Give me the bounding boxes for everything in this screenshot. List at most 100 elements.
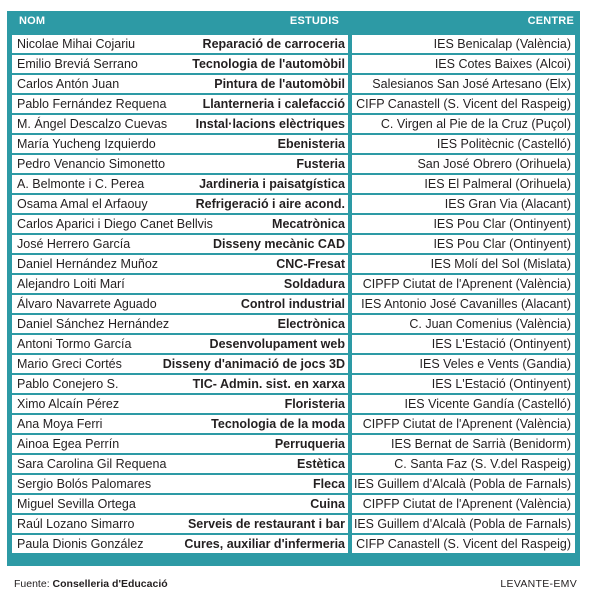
row-left-cell: María Yucheng Izquierdo Ebenisteria xyxy=(12,135,348,153)
table-row: Ainoa Egea Perrín Perruqueria IES Bernat d… xyxy=(12,434,575,454)
study-name: Estètica xyxy=(297,457,345,471)
row-left-cell: A. Belmonte i C. Perea Jardineria i paisa… xyxy=(12,175,348,193)
table-row: Daniel Sánchez Hernández Electrònica C. Ju… xyxy=(12,314,575,334)
source-label: Fuente: xyxy=(14,578,50,590)
student-name: Carlos Antón Juan xyxy=(17,77,120,91)
study-name: Fleca xyxy=(313,477,345,491)
row-left-cell: Daniel Sánchez Hernández Electrònica xyxy=(12,315,348,333)
row-left-cell: Sara Carolina Gil Requena Estètica xyxy=(12,455,348,473)
study-name: Refrigeració i aire acond. xyxy=(195,197,345,211)
centre-name: IES Veles e Vents (Gandia) xyxy=(419,357,571,371)
row-left-cell: Paula Dionis González Cures, auxiliar d'i… xyxy=(12,535,348,553)
row-right-cell: IES Antonio José Cavanilles (Alacant) xyxy=(352,295,575,313)
study-name: Cures, auxiliar d'infermeria xyxy=(184,537,345,551)
row-right-cell: CIPFP Ciutat de l'Aprenent (València) xyxy=(352,275,575,293)
table-row: Pablo Conejero S. TIC- Admin. sist. en xa… xyxy=(12,374,575,394)
row-right-cell: IES Pou Clar (Ontinyent) xyxy=(352,215,575,233)
student-name: Emilio Breviá Serrano xyxy=(17,57,138,71)
centre-name: C. Santa Faz (S. V.del Raspeig) xyxy=(394,457,571,471)
row-left-cell: Pablo Fernández Requena Llanterneria i ca… xyxy=(12,95,348,113)
student-name: Álvaro Navarrete Aguado xyxy=(17,297,157,311)
study-name: Ebenisteria xyxy=(277,137,345,151)
student-name: Daniel Sánchez Hernández xyxy=(17,317,170,331)
row-left-cell: Pablo Conejero S. TIC- Admin. sist. en xa… xyxy=(12,375,348,393)
row-left-cell: Emilio Breviá Serrano Tecnologia de l'aut… xyxy=(12,55,348,73)
centre-name: CIFP Canastell (S. Vicent del Raspeig) xyxy=(356,97,571,111)
footer: Fuente: Conselleria d'Educació LEVANTE-E… xyxy=(0,573,589,597)
row-left-cell: Antoni Tormo García Desenvolupament web xyxy=(12,335,348,353)
row-right-cell: IES Cotes Baixes (Alcoi) xyxy=(352,55,575,73)
centre-name: C. Juan Comenius (València) xyxy=(409,317,571,331)
table-row: Álvaro Navarrete Aguado Control industria… xyxy=(12,294,575,314)
student-name: Pablo Conejero S. xyxy=(17,377,119,391)
table-row: Antoni Tormo García Desenvolupament web IE… xyxy=(12,334,575,354)
study-name: Electrònica xyxy=(277,317,345,331)
study-name: Control industrial xyxy=(240,297,345,311)
row-right-cell: IES Politècnic (Castelló) xyxy=(352,135,575,153)
row-right-cell: C. Santa Faz (S. V.del Raspeig) xyxy=(352,455,575,473)
student-name: Mario Greci Cortés xyxy=(17,357,122,371)
centre-name: Salesianos San José Artesano (Elx) xyxy=(372,77,571,91)
row-right-cell: C. Juan Comenius (València) xyxy=(352,315,575,333)
row-right-cell: IES Gran Via (Alacant) xyxy=(352,195,575,213)
source-name: Conselleria d'Educació xyxy=(52,578,168,590)
centre-name: IES L'Estació (Ontinyent) xyxy=(431,377,571,391)
table-row: Ximo Alcaín Pérez Floristeria IES Vicente … xyxy=(12,394,575,414)
student-name: A. Belmonte i C. Perea xyxy=(17,177,145,191)
row-right-cell: Salesianos San José Artesano (Elx) xyxy=(352,75,575,93)
student-name: Alejandro Loiti Marí xyxy=(17,277,125,291)
row-right-cell: San José Obrero (Orihuela) xyxy=(352,155,575,173)
row-right-cell: IES Guillem d'Alcalà (Pobla de Farnals) xyxy=(352,475,575,493)
centre-name: San José Obrero (Orihuela) xyxy=(417,157,571,171)
centre-name: IES Benicalap (València) xyxy=(433,37,571,51)
student-name: Daniel Hernández Muñoz xyxy=(17,257,159,271)
table-row: Pedro Venancio Simonetto Fusteria San José… xyxy=(12,154,575,174)
centre-name: IES L'Estació (Ontinyent) xyxy=(431,337,571,351)
row-right-cell: C. Virgen al Pie de la Cruz (Puçol) xyxy=(352,115,575,133)
row-left-cell: Miguel Sevilla Ortega Cuina xyxy=(12,495,348,513)
study-name: Instal·lacions elèctriques xyxy=(195,117,345,131)
centre-name: IES Guillem d'Alcalà (Pobla de Farnals) xyxy=(353,517,571,531)
source-credit: Fuente: Conselleria d'Educació xyxy=(14,578,168,590)
centre-name: IES Bernat de Sarrià (Benidorm) xyxy=(391,437,571,451)
table-row: Raúl Lozano Simarro Serveis de restaurant… xyxy=(12,514,575,534)
table-row: Paula Dionis González Cures, auxiliar d'i… xyxy=(12,534,575,554)
row-right-cell: IES El Palmeral (Orihuela) xyxy=(352,175,575,193)
row-left-cell: Pedro Venancio Simonetto Fusteria xyxy=(12,155,348,173)
table-row: José Herrero García Disseny mecànic CAD IE… xyxy=(12,234,575,254)
table-row: Daniel Hernández Muñoz CNC-Fresat IES Molí… xyxy=(12,254,575,274)
centre-name: CIPFP Ciutat de l'Aprenent (València) xyxy=(362,417,571,431)
row-right-cell: IES Guillem d'Alcalà (Pobla de Farnals) xyxy=(352,515,575,533)
study-name: Disseny d'animació de jocs 3D xyxy=(162,357,345,371)
row-right-cell: IES Bernat de Sarrià (Benidorm) xyxy=(352,435,575,453)
table-row: A. Belmonte i C. Perea Jardineria i paisa… xyxy=(12,174,575,194)
table-row: Pablo Fernández Requena Llanterneria i ca… xyxy=(12,94,575,114)
row-left-cell: Carlos Antón Juan Pintura de l'automòbil xyxy=(12,75,348,93)
table-row: Mario Greci Cortés Disseny d'animació de … xyxy=(12,354,575,374)
column-header-estudis: ESTUDIS xyxy=(289,15,339,27)
row-right-cell: IES Vicente Gandía (Castelló) xyxy=(352,395,575,413)
table-row: Osama Amal el Arfaouy Refrigeració i aire… xyxy=(12,194,575,214)
table-row: Carlos Aparici i Diego Canet Bellvis Meca… xyxy=(12,214,575,234)
row-left-cell: Ana Moya Ferri Tecnologia de la moda xyxy=(12,415,348,433)
study-name: Serveis de restaurant i bar xyxy=(187,517,345,531)
study-name: Tecnologia de la moda xyxy=(211,417,345,431)
study-name: Tecnologia de l'automòbil xyxy=(192,57,345,71)
centre-name: CIFP Canastell (S. Vicent del Raspeig) xyxy=(356,537,571,551)
centre-name: C. Virgen al Pie de la Cruz (Puçol) xyxy=(380,117,571,131)
row-left-cell: Ximo Alcaín Pérez Floristeria xyxy=(12,395,348,413)
student-name: Pablo Fernández Requena xyxy=(17,97,167,111)
student-name: Antoni Tormo García xyxy=(17,337,132,351)
table-row: Nicolae Mihai Cojariu Reparació de carroc… xyxy=(12,34,575,54)
row-left-cell: Raúl Lozano Simarro Serveis de restaurant… xyxy=(12,515,348,533)
student-name: María Yucheng Izquierdo xyxy=(17,137,156,151)
table-row: Sergio Bolós Palomares Fleca IES Guillem d… xyxy=(12,474,575,494)
study-name: Perruqueria xyxy=(274,437,345,451)
table-header: NOM ESTUDIS CENTRE xyxy=(7,11,580,31)
student-name: Miguel Sevilla Ortega xyxy=(17,497,136,511)
study-name: Desenvolupament web xyxy=(209,337,345,351)
row-left-cell: M. Ángel Descalzo Cuevas Instal·lacions e… xyxy=(12,115,348,133)
table-row: Carlos Antón Juan Pintura de l'automòbil S… xyxy=(12,74,575,94)
study-name: TIC- Admin. sist. en xarxa xyxy=(192,377,345,391)
row-left-cell: Alejandro Loiti Marí Soldadura xyxy=(12,275,348,293)
